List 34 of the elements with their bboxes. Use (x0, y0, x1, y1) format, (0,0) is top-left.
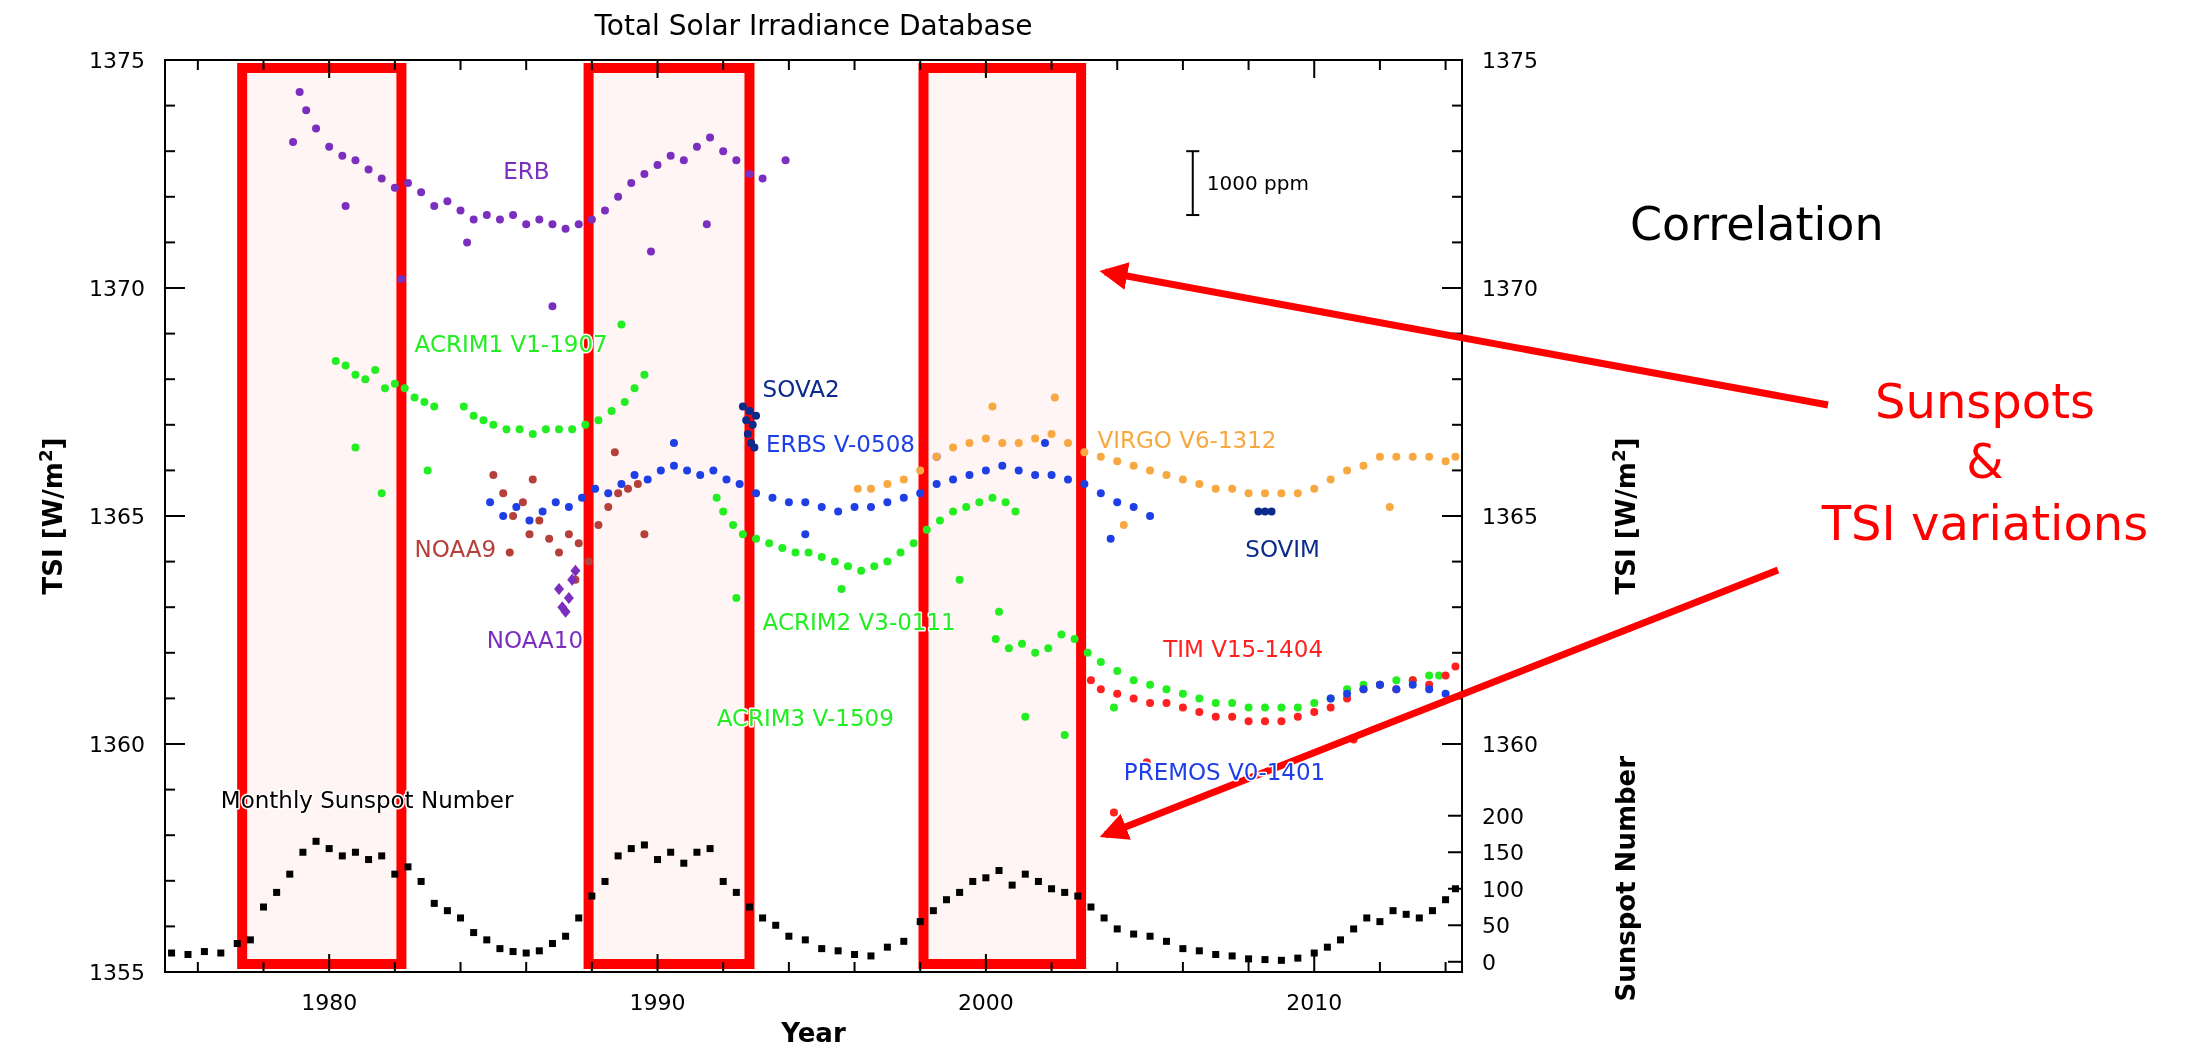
series-label: SOVA2 (762, 376, 840, 403)
series-label: ERBS V-0508 (765, 431, 915, 458)
y3-tick-label: 50 (1482, 913, 1510, 939)
y3-tick-label: 0 (1482, 949, 1496, 975)
y2-tick-label: 1360 (1482, 732, 1538, 757)
text: Correlation (1630, 197, 1884, 251)
text: TSI variations (1820, 495, 2149, 551)
y2-tick-label: 1365 (1482, 504, 1538, 529)
y3-axis-title: Sunspot Number (1611, 755, 1641, 1002)
y-tick-label: 1370 (89, 276, 145, 301)
series-label: ERB (503, 157, 550, 184)
x-tick-label: 2000 (957, 990, 1014, 1015)
y3-tick-label: 150 (1482, 840, 1524, 866)
x-tick-label: 2010 (1286, 990, 1343, 1015)
series-label: SOVIM (1245, 536, 1320, 563)
series-label: TIM V15-1404 (1162, 636, 1324, 663)
y-tick-label: 1365 (89, 504, 145, 529)
y-tick-label: 1375 (89, 48, 145, 73)
y3-tick-label: 100 (1482, 876, 1524, 902)
series-label: NOAA9 (414, 536, 497, 563)
y3-tick-label: 200 (1482, 803, 1524, 829)
y-tick-label: 1355 (89, 960, 145, 985)
text: & (1966, 433, 2004, 489)
y2-tick-label: 1375 (1482, 48, 1538, 73)
series-label: VIRGO V6-1312 (1097, 426, 1277, 453)
text: Sunspots (1875, 373, 2095, 429)
x-axis-title: Year (780, 1018, 846, 1048)
x-tick-label: 1990 (629, 990, 686, 1015)
y2-tick-label: 1370 (1482, 276, 1538, 301)
x-tick-label: 1980 (301, 990, 358, 1015)
y-tick-label: 1360 (89, 732, 145, 757)
chart-title: Total Solar Irradiance Database (593, 9, 1033, 42)
annotation: 1000 ppm (1206, 171, 1309, 196)
series-label: NOAA10 (486, 627, 584, 654)
